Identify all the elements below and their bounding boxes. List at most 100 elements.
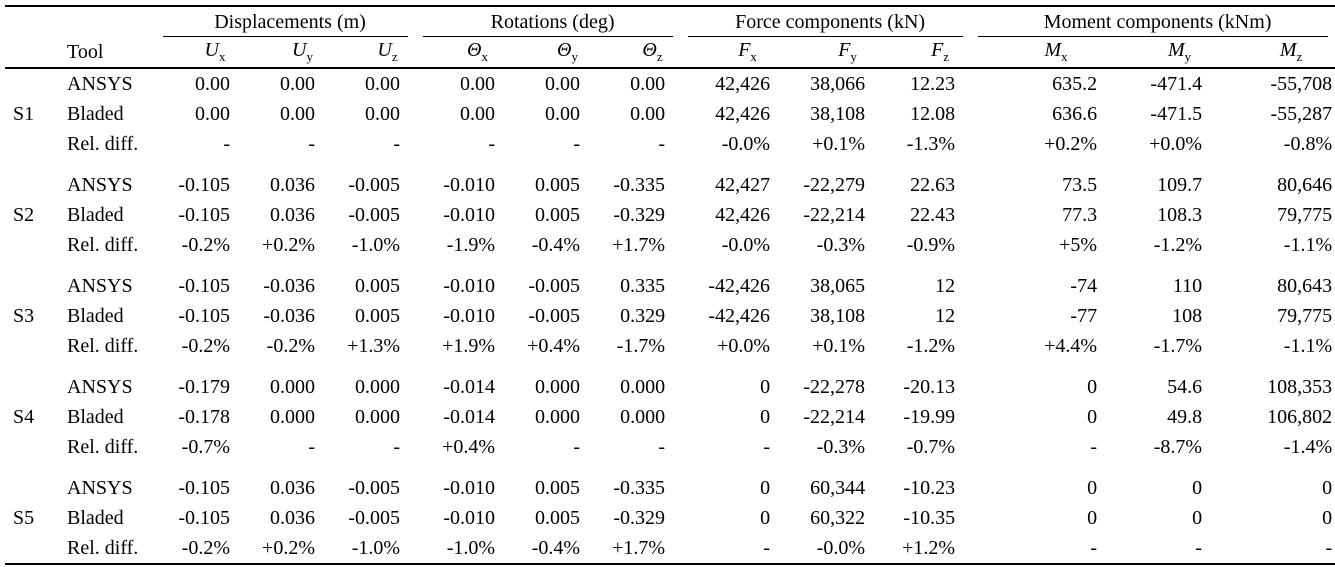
- section-label: S4: [13, 405, 35, 428]
- value-cell: 0.005: [535, 506, 581, 529]
- value-cell: -1.9%: [446, 233, 496, 256]
- value-cell: -: [763, 435, 771, 458]
- value-cell: -0.0%: [721, 233, 771, 256]
- value-cell: -22,214: [803, 405, 866, 428]
- value-cell: -0.4%: [531, 536, 581, 559]
- value-cell: 49.8: [1167, 405, 1203, 428]
- value-cell: 0.000: [270, 405, 315, 428]
- value-cell: 0.00: [545, 72, 581, 95]
- value-cell: -1.2%: [906, 334, 956, 357]
- tool-label: Rel. diff.: [67, 132, 139, 155]
- value-cell: -0.010: [443, 203, 496, 226]
- value-cell: -22,214: [803, 203, 866, 226]
- value-cell: -: [658, 132, 666, 155]
- value-cell: -0.329: [613, 506, 666, 529]
- value-cell: -: [308, 132, 315, 155]
- section-label: S5: [13, 506, 35, 529]
- value-cell: -0.0%: [721, 132, 771, 155]
- value-cell: -55,708: [1270, 72, 1333, 95]
- value-cell: 12: [935, 274, 956, 297]
- value-cell: 0.000: [535, 375, 581, 398]
- value-cell: 0.00: [365, 102, 401, 125]
- value-cell: 0.00: [280, 72, 315, 95]
- value-cell: -0.105: [178, 506, 230, 529]
- value-cell: -471.5: [1150, 102, 1203, 125]
- tool-label: Bladed: [67, 304, 124, 327]
- value-cell: 12.08: [910, 102, 956, 125]
- value-cell: +4.4%: [1044, 334, 1098, 357]
- value-cell: 110: [1172, 274, 1203, 297]
- value-cell: 54.6: [1167, 375, 1203, 398]
- value-cell: 0: [1087, 405, 1098, 428]
- value-cell: -0.8%: [1283, 132, 1333, 155]
- value-cell: -0.0%: [816, 536, 866, 559]
- value-cell: 42,427: [715, 173, 771, 196]
- value-cell: 108.3: [1157, 203, 1203, 226]
- tool-label: Rel. diff.: [67, 233, 139, 256]
- table-row: S1 ANSYS 0.00 0.00 0.00 0.00 0.00 0.00 42,426 38,…: [5, 68, 1335, 125]
- value-cell: -0.010: [443, 476, 496, 499]
- value-cell: 0.036: [270, 506, 315, 529]
- value-cell: -0.7%: [906, 435, 956, 458]
- value-cell: -: [1325, 536, 1333, 559]
- value-cell: +1.7%: [612, 536, 666, 559]
- value-cell: -: [393, 132, 401, 155]
- value-cell: -1.7%: [1153, 334, 1203, 357]
- value-cell: -0.2%: [181, 536, 230, 559]
- comparison-table: Displacements (m) Rotations (deg) Force …: [5, 5, 1335, 565]
- value-cell: 0: [1322, 476, 1333, 499]
- value-cell: 42,426: [715, 203, 771, 226]
- value-cell: 0.036: [270, 203, 315, 226]
- value-cell: -22,278: [803, 375, 866, 398]
- tool-label: Bladed: [67, 405, 124, 428]
- value-cell: -19.99: [903, 405, 956, 428]
- value-cell: -0.105: [178, 203, 230, 226]
- value-cell: -0.014: [443, 375, 496, 398]
- table-row: Bladed -0.105 0.036 -0.005 -0.010 0.005 -0.329…: [5, 503, 1335, 533]
- value-cell: -: [763, 536, 771, 559]
- col-header-fy: Fy: [790, 37, 886, 69]
- value-cell: -1.4%: [1283, 435, 1333, 458]
- value-cell: -0.036: [263, 304, 315, 327]
- table-row: S4 ANSYS -0.179 0.000 0.000 -0.014 0.000 0.000 0…: [5, 361, 1335, 428]
- value-cell: -: [573, 132, 581, 155]
- table-row: Bladed -0.105 0.036 -0.005 -0.010 0.005 -0.329…: [5, 200, 1335, 230]
- value-cell: +0.4%: [527, 334, 581, 357]
- tool-label: Bladed: [67, 102, 124, 125]
- value-cell: +5%: [1059, 233, 1098, 256]
- table-row: Rel. diff. -0.2% +0.2% -1.0% -1.9% -0.4% +1.7%…: [5, 230, 1335, 260]
- value-cell: -0.335: [613, 173, 666, 196]
- tool-label: Rel. diff.: [67, 536, 139, 559]
- group-header-moments: Moment components (kNm): [975, 6, 1335, 37]
- value-cell: -0.2%: [181, 334, 230, 357]
- tool-label: ANSYS: [67, 173, 133, 196]
- value-cell: -0.178: [178, 405, 230, 428]
- group-header-forces: Force components (kN): [685, 6, 975, 37]
- value-cell: -74: [1070, 274, 1098, 297]
- value-cell: -0.005: [348, 506, 401, 529]
- value-cell: -0.329: [613, 203, 666, 226]
- value-cell: -: [308, 435, 315, 458]
- value-cell: 0: [760, 375, 771, 398]
- value-cell: -77: [1070, 304, 1098, 327]
- section-label: S1: [13, 102, 35, 125]
- value-cell: 0: [1192, 506, 1203, 529]
- column-header-row: Tool Ux Uy Uz Θx Θy Θz Fx Fy Fz Mx My Mz: [5, 37, 1335, 69]
- value-cell: 79,775: [1277, 203, 1333, 226]
- value-cell: -0.2%: [181, 233, 230, 256]
- group-header-row: Displacements (m) Rotations (deg) Force …: [5, 6, 1335, 37]
- value-cell: 0.00: [280, 102, 315, 125]
- value-cell: 0: [760, 506, 771, 529]
- value-cell: 0.00: [365, 72, 401, 95]
- value-cell: 12.23: [910, 72, 956, 95]
- value-cell: 0.000: [535, 405, 581, 428]
- value-cell: -1.7%: [616, 334, 666, 357]
- value-cell: 0.00: [195, 102, 230, 125]
- col-header-theta-z: Θz: [600, 37, 686, 69]
- value-cell: +1.2%: [902, 536, 956, 559]
- value-cell: +0.4%: [442, 435, 496, 458]
- value-cell: -1.0%: [351, 233, 401, 256]
- value-cell: -0.010: [443, 506, 496, 529]
- col-header-fz: Fz: [885, 37, 976, 69]
- value-cell: -22,279: [803, 173, 866, 196]
